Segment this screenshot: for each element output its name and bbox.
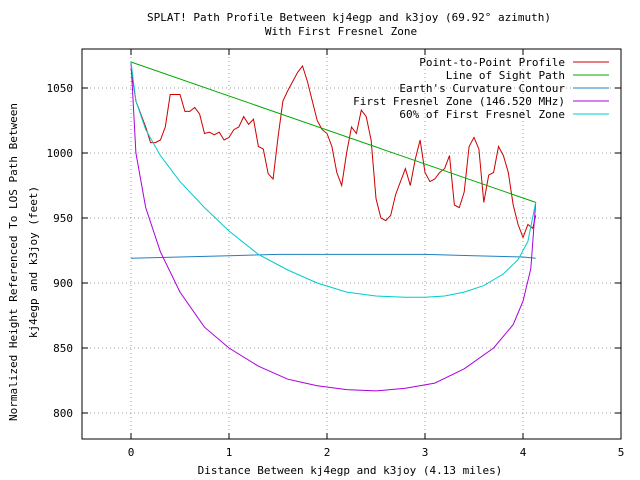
y-tick-label: 850 — [53, 342, 73, 355]
axis-ticks: 0 1 2 3 4 5 800 850 900 950 1000 1050 — [47, 49, 625, 459]
legend-label: Earth's Curvature Contour — [399, 82, 565, 95]
x-tick-label: 2 — [324, 446, 331, 459]
legend-label: Line of Sight Path — [446, 69, 565, 82]
series-line-1 — [130, 61, 536, 203]
y-axis-label-line1: Normalized Height Referenced To LOS Path… — [7, 103, 20, 421]
x-tick-label: 1 — [226, 446, 233, 459]
chart-title: SPLAT! Path Profile Between kj4egp and k… — [147, 11, 551, 24]
plot-frame — [81, 48, 622, 440]
series-line-0 — [130, 64, 537, 239]
y-tick-label: 900 — [53, 277, 73, 290]
x-tick-label: 0 — [128, 446, 135, 459]
x-tick-label: 3 — [422, 446, 429, 459]
y-tick-label: 1050 — [47, 82, 74, 95]
series-line-4 — [130, 61, 537, 298]
y-tick-label: 950 — [53, 212, 73, 225]
legend-label: Point-to-Point Profile — [419, 56, 565, 69]
series-lines — [130, 61, 537, 392]
legend-label: First Fresnel Zone (146.520 MHz) — [353, 95, 565, 108]
legend-label: 60% of First Fresnel Zone — [399, 108, 565, 121]
y-tick-label: 1000 — [47, 147, 74, 160]
y-axis-label-line2: kj4egp and k3joy (feet) — [27, 186, 40, 338]
x-tick-label: 4 — [520, 446, 527, 459]
x-axis-label: Distance Between kj4egp and k3joy (4.13 … — [198, 464, 503, 477]
grid-lines — [82, 49, 621, 439]
y-tick-label: 800 — [53, 407, 73, 420]
chart-subtitle: With First Fresnel Zone — [265, 25, 417, 38]
series-line-2 — [130, 253, 536, 259]
series-line-3 — [130, 61, 537, 392]
x-tick-label: 5 — [618, 446, 625, 459]
